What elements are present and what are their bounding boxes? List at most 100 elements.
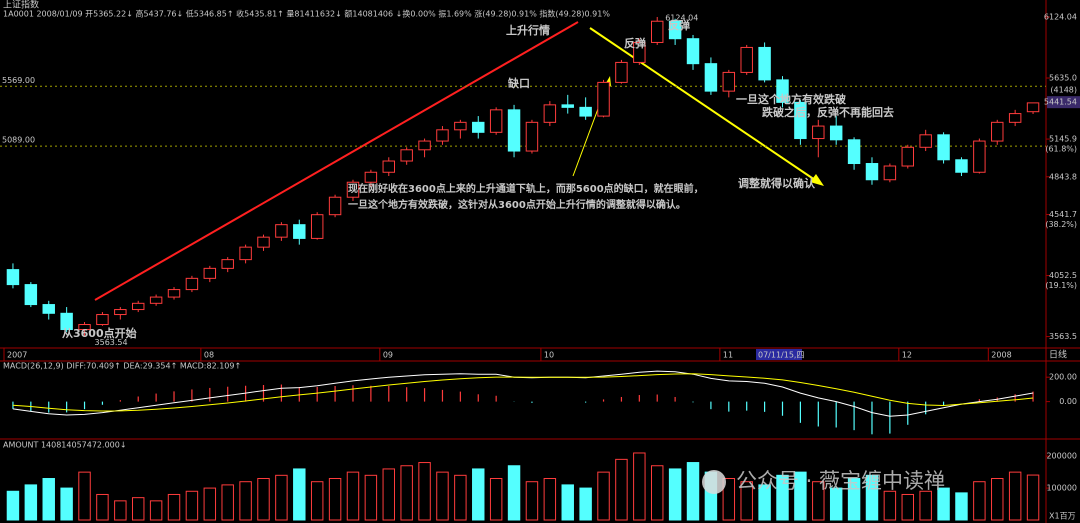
- ratio-label: (38.2%): [1045, 220, 1077, 229]
- candle-body: [454, 121, 467, 131]
- y-tick-label: 5635.0: [1049, 74, 1077, 83]
- y-tick-label: 5145.9: [1049, 135, 1077, 144]
- candle-body: [472, 121, 485, 133]
- volume-bar: [293, 468, 306, 521]
- candle-body: [418, 140, 431, 151]
- level-label: 5569.00: [2, 76, 35, 85]
- y-tick-label: 4843.8: [1049, 172, 1077, 181]
- candle-body: [60, 312, 73, 331]
- candle-body: [973, 140, 986, 173]
- candle-body: [901, 146, 915, 167]
- watermark: 公众号 · 薇宝缠中读禅: [702, 469, 945, 494]
- candle-body: [937, 134, 950, 161]
- level-label: 5089.00: [2, 136, 35, 145]
- candle-body: [1008, 113, 1022, 123]
- annotation: 一旦这个地方有效跌破，这针对从3600点开始上升行情的调整就得以确认。: [348, 198, 686, 211]
- volume-bar: [686, 462, 700, 521]
- last-price-label: 5441.54: [1044, 98, 1077, 107]
- volume-bar: [257, 478, 270, 521]
- volume-bar: [275, 474, 288, 521]
- trough-label: 3563.54: [95, 338, 128, 347]
- macd-line: [12, 373, 1034, 412]
- volume-bar: [400, 465, 413, 521]
- annotation: 反弹: [668, 18, 690, 32]
- period-label: 日线: [1049, 349, 1067, 361]
- note-label: (4148): [1050, 86, 1077, 95]
- volume-bar: [668, 468, 682, 521]
- volume-bar: [722, 478, 736, 521]
- volume-bar: [167, 493, 181, 521]
- candle-body: [489, 109, 503, 133]
- annotation: 上升行情: [506, 23, 550, 37]
- candle-body: [364, 171, 378, 183]
- volume-bar: [615, 458, 628, 521]
- y-tick-label: 200.00: [1049, 373, 1077, 382]
- candle-body: [668, 20, 682, 40]
- x-tick-label: 11: [723, 351, 733, 360]
- candle-body: [257, 236, 270, 248]
- watermark-icon: [702, 470, 726, 494]
- volume-bar: [794, 471, 807, 521]
- annotation: 一旦这个地方有效跌破: [736, 92, 846, 106]
- volume-bar: [149, 500, 163, 521]
- y-tick-label: 6124.04: [1044, 12, 1077, 21]
- x-tick-label: 08: [204, 351, 214, 360]
- candle-body: [633, 41, 646, 63]
- y-tick-label: 0.00: [1059, 397, 1077, 406]
- candle-body: [615, 61, 628, 83]
- candle-body: [776, 79, 789, 103]
- volume-bar: [6, 490, 20, 521]
- candle-body: [293, 224, 306, 239]
- uptrend-line: [94, 21, 579, 301]
- candle-body: [131, 302, 145, 311]
- volume-bar: [114, 500, 127, 521]
- volume-bar: [78, 471, 91, 521]
- candle-body: [579, 106, 592, 117]
- candle-body: [955, 159, 968, 173]
- volume-bar: [185, 490, 199, 521]
- volume-bar: [919, 490, 932, 521]
- volume-bar: [239, 481, 252, 521]
- candle-body: [203, 267, 217, 279]
- y-tick-label: 4052.5: [1049, 271, 1077, 280]
- candle-body: [328, 196, 342, 216]
- peak-label: 6124.04: [665, 13, 698, 22]
- volume-bar: [955, 492, 968, 521]
- volume-bar: [740, 481, 753, 521]
- candle-body: [149, 296, 163, 304]
- volume-bar: [812, 481, 825, 521]
- last-price-box: [1047, 96, 1080, 109]
- candle-body: [42, 304, 55, 314]
- volume-bar: [364, 474, 378, 521]
- candle-body: [167, 289, 181, 298]
- annotation: 反弹: [624, 36, 646, 50]
- volume-bar: [507, 465, 521, 521]
- watermark-text: 公众号 · 薇宝缠中读禅: [736, 469, 945, 493]
- annotation: 调整就得以确认: [738, 176, 816, 190]
- candle-body: [310, 214, 324, 239]
- volume-bar: [96, 493, 109, 521]
- candle-body: [6, 269, 20, 286]
- candle-body: [883, 165, 897, 181]
- x-tick-label: 2007: [7, 351, 27, 360]
- volume-bar: [131, 497, 145, 521]
- candle-body: [346, 181, 360, 198]
- annotation: 现在刚好收在3600点上来的上升通道下轨上，而那5600点的缺口，就在眼前，: [348, 182, 704, 195]
- volume-bar: [489, 478, 503, 521]
- candle-body: [78, 324, 91, 331]
- candle-body: [221, 259, 234, 269]
- volume-bar: [454, 474, 467, 521]
- volume-bar: [973, 481, 986, 521]
- x-tick-label: 09: [383, 351, 393, 360]
- macd-title: MACD(26,12,9) DIFF:70.409↑ DEA:29.354↑ M…: [3, 362, 241, 371]
- y-tick-label: 200000: [1046, 452, 1077, 461]
- candle-body: [650, 20, 664, 43]
- volume-bar: [597, 471, 610, 521]
- volume-title: AMOUNT 140814057472.000↓: [3, 441, 127, 450]
- candle-body: [812, 125, 825, 140]
- x-tick-label: 10: [544, 351, 554, 360]
- volume-bar: [633, 452, 646, 521]
- candle-body: [24, 284, 38, 306]
- candle-body: [704, 63, 718, 92]
- volume-bar: [310, 481, 324, 521]
